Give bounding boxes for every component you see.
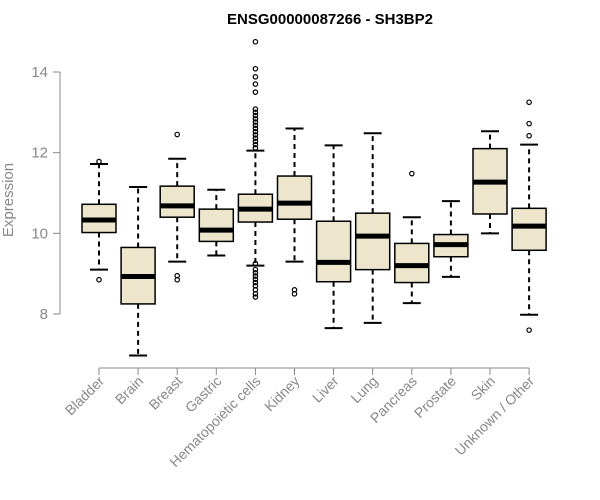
outlier-point [526,327,532,333]
iqr-box [394,242,430,284]
iqr-box [511,207,547,252]
iqr-box [159,185,195,218]
x-tick-label: Liver [309,373,342,406]
outlier-point [252,65,259,72]
y-tick-label: 10 [31,225,48,242]
outlier-point [408,170,415,177]
outlier-point [174,272,181,279]
outlier-point [252,112,259,119]
iqr-box [354,212,391,271]
outlier-point [252,276,259,283]
outlier-point [252,279,259,286]
chart-title: ENSG00000087266 - SH3BP2 [227,11,433,28]
outlier-point [252,106,259,112]
outlier-point [291,286,298,293]
outlier-point [252,273,259,279]
outlier-point [252,145,259,151]
outlier-point [252,128,259,135]
box-lung [354,132,391,324]
outlier-point [252,135,259,141]
box-liver [315,144,352,330]
outlier-point [252,138,259,145]
outlier-point [252,266,259,273]
outlier-point [252,74,259,80]
y-tick-label: 12 [31,145,48,162]
iqr-box [198,208,235,243]
y-axis-label: Expression [0,163,17,237]
outlier-point [252,115,259,122]
outlier-point [526,120,532,127]
outlier-point [96,276,102,283]
x-tick-label: Breast [145,373,185,413]
outlier-point [526,132,532,139]
box-bladder [81,158,117,283]
x-tick-label: Brain [112,373,146,407]
box-skin [472,130,508,235]
box-gastric [198,188,235,257]
outlier-point [252,260,259,267]
box-breast [159,131,195,283]
x-tick-label: Kidney [261,373,303,415]
outlier-point [252,132,259,138]
iqr-box [315,220,352,283]
y-tick-label: 14 [31,64,48,81]
iqr-box [276,175,313,220]
y-axis: 8 10 12 14 [31,64,61,323]
outlier-point [252,125,259,132]
outlier-point [252,109,259,116]
outlier-point [526,99,532,106]
outlier-point [252,38,259,45]
outlier-point [252,119,259,125]
x-tick-label: Lung [347,373,380,406]
x-tick-label: Bladder [62,373,108,419]
outlier-point [252,81,259,87]
outlier-point [174,131,181,138]
boxes-group [81,38,547,357]
box-prostate [433,200,469,278]
outlier-point [252,270,259,276]
box-kidney [276,127,313,297]
outlier-point [252,89,259,95]
box-hematopoietic-cells [237,38,274,300]
box-pancreas [394,170,430,305]
y-tick-label: 8 [40,306,48,323]
outlier-point [252,282,259,289]
outlier-point [252,294,259,300]
x-tick-label: Prostate [411,373,459,421]
box-brain [120,185,156,357]
x-tick-label: Skin [468,373,499,404]
outlier-point [252,141,259,148]
box-unknown-other [511,99,547,333]
outlier-point [96,158,102,165]
outlier-point [252,122,259,129]
